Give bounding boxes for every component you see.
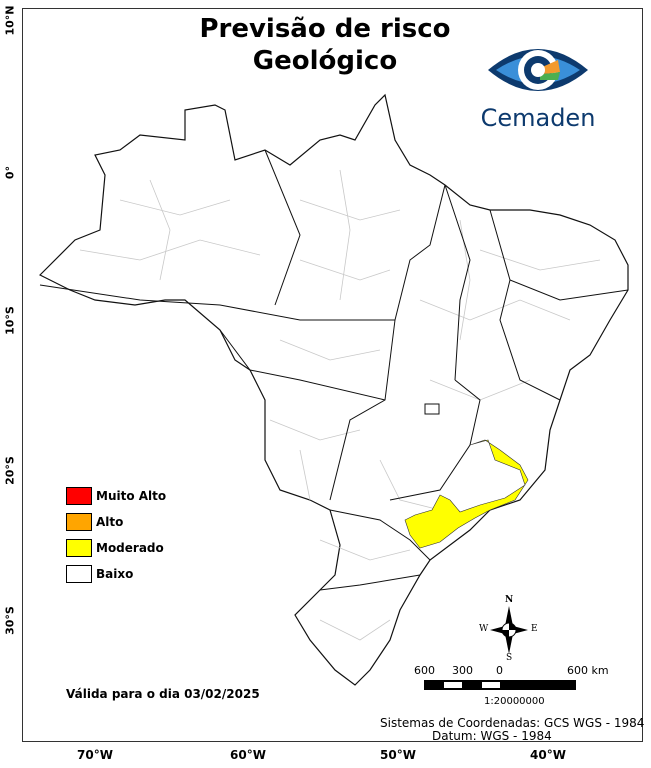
scale-label: 300 xyxy=(452,664,473,677)
lon-label: 50°W xyxy=(380,748,416,762)
scale-ratio: 1:20000000 xyxy=(484,696,545,707)
brazil-outline xyxy=(38,93,629,686)
lon-label: 60°W xyxy=(230,748,266,762)
legend-item-baixo: Baixo xyxy=(66,565,133,583)
map-title-line2: Geológico xyxy=(252,46,398,76)
compass-e: E xyxy=(531,624,538,634)
compass-rose: N S W E xyxy=(478,595,540,663)
scale-label: 600 xyxy=(414,664,435,677)
state-boundaries xyxy=(39,149,629,591)
moderate-risk-area xyxy=(404,439,529,549)
cemaden-logo: Cemaden xyxy=(478,38,598,132)
validity-date: Válida para o dia 03/02/2025 xyxy=(66,687,260,701)
compass-n: N xyxy=(505,595,514,605)
compass-s: S xyxy=(506,653,513,663)
lon-label: 40°W xyxy=(530,748,566,762)
legend-label: Alto xyxy=(96,515,124,529)
scale-label: 0 xyxy=(496,664,503,677)
logo-text: Cemaden xyxy=(480,104,596,132)
coordinate-system: Sistemas de Coordenadas: GCS WGS - 1984 xyxy=(380,716,645,730)
lat-label: 10°S xyxy=(3,306,17,335)
compass-w: W xyxy=(479,624,489,634)
legend-item-alto: Alto xyxy=(66,513,123,531)
lat-label: 0° xyxy=(3,165,17,180)
scale-label: 600 km xyxy=(567,664,609,677)
lat-label: 10°N xyxy=(3,5,17,36)
legend-label: Muito Alto xyxy=(96,489,167,503)
lat-label: 30°S xyxy=(3,606,17,635)
legend-label: Baixo xyxy=(96,567,134,581)
lat-label: 20°S xyxy=(3,456,17,485)
scale-bar: 600 300 0 600 km 1:20000000 xyxy=(412,664,612,714)
datum: Datum: WGS - 1984 xyxy=(432,729,552,743)
legend-item-muito-alto: Muito Alto xyxy=(66,487,166,505)
lon-label: 70°W xyxy=(77,748,113,762)
map-frame xyxy=(22,8,643,742)
map-title-line1: Previsão de risco xyxy=(199,14,451,44)
legend-label: Moderado xyxy=(96,541,164,555)
legend-item-moderado: Moderado xyxy=(66,539,164,557)
